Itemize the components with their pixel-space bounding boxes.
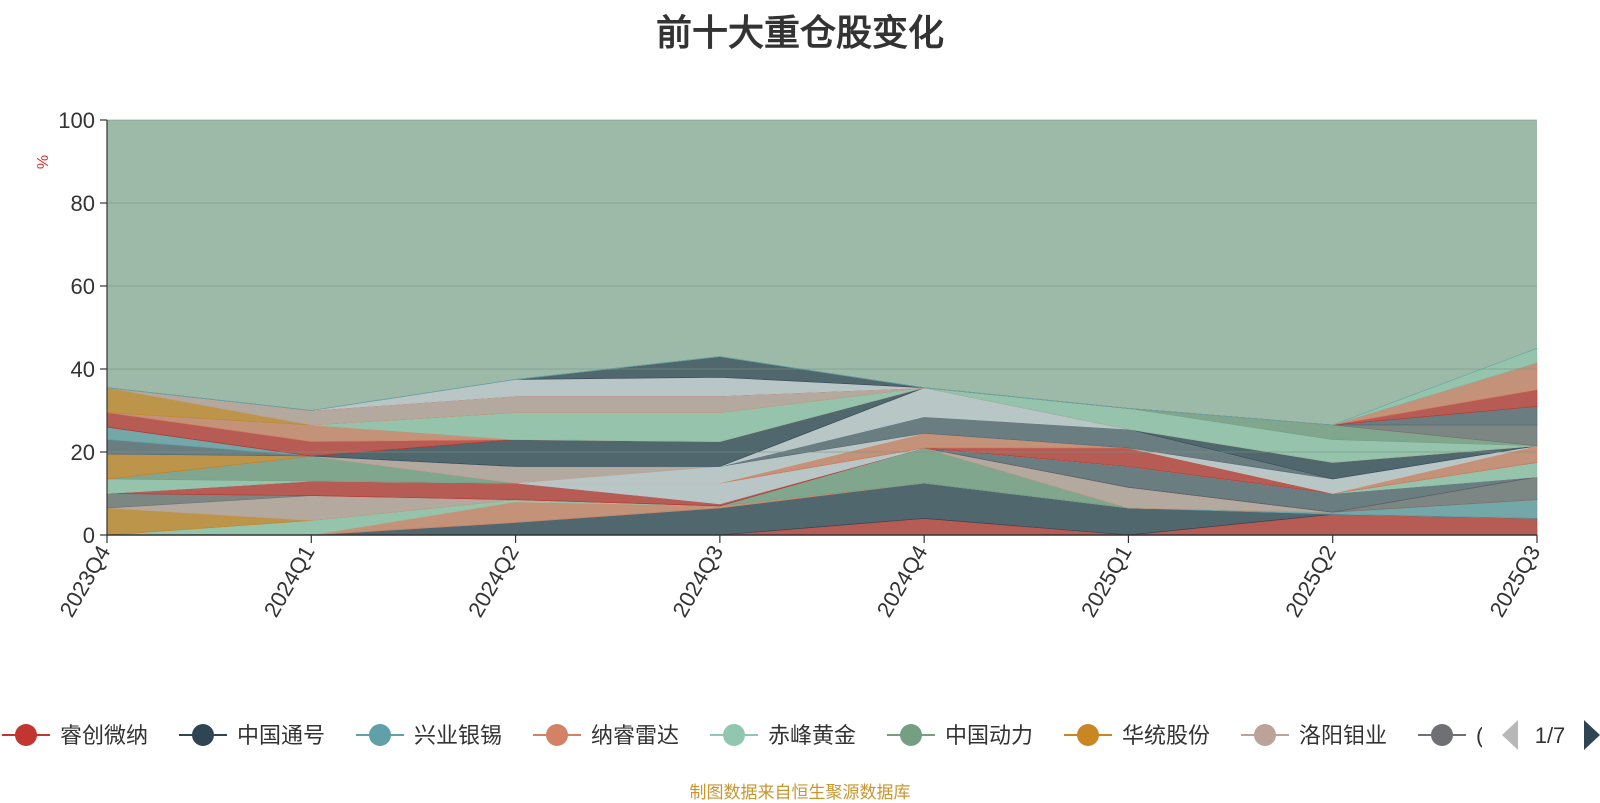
legend-marker bbox=[1077, 724, 1099, 746]
data-source-note: 制图数据来自恒生聚源数据库 bbox=[689, 783, 911, 802]
legend-item-9[interactable]: ( bbox=[1418, 723, 1484, 748]
legend-label: 兴业银锡 bbox=[414, 723, 502, 748]
legend-marker bbox=[900, 724, 922, 746]
legend-item-8[interactable]: 洛阳钼业 bbox=[1241, 723, 1387, 748]
stacked-area-bands bbox=[106, 120, 1538, 536]
legend-label: 睿创微纳 bbox=[60, 723, 148, 748]
x-tick-label: 2025Q1 bbox=[1076, 541, 1137, 621]
y-tick-label: 0 bbox=[83, 523, 95, 548]
legend-page-indicator: 1/7 bbox=[1535, 723, 1566, 748]
legend-label: 纳睿雷达 bbox=[591, 723, 679, 748]
legend-item-6[interactable]: 中国动力 bbox=[887, 723, 1033, 748]
x-tick-label: 2024Q3 bbox=[667, 541, 728, 621]
y-tick-label: 20 bbox=[71, 440, 95, 465]
legend-label: 赤峰黄金 bbox=[768, 723, 856, 748]
y-tick-label: 60 bbox=[71, 274, 95, 299]
x-tick-label: 2025Q2 bbox=[1280, 541, 1341, 621]
legend-next-icon[interactable] bbox=[1584, 720, 1600, 750]
legend-marker bbox=[192, 724, 214, 746]
x-tick-label: 2023Q4 bbox=[55, 541, 116, 621]
legend-marker bbox=[1431, 724, 1453, 746]
legend-label: 中国动力 bbox=[945, 723, 1033, 748]
legend: 睿创微纳 中国通号 兴业银锡 纳睿雷达 赤峰黄金 中国动力 华统股份 洛阳钼业 (1/7 bbox=[2, 712, 1600, 760]
legend-marker bbox=[723, 724, 745, 746]
legend-item-5[interactable]: 赤峰黄金 bbox=[710, 723, 856, 748]
legend-item-4[interactable]: 纳睿雷达 bbox=[533, 723, 679, 748]
y-tick-label: 100 bbox=[58, 108, 95, 133]
x-tick-label: 2024Q1 bbox=[259, 541, 320, 621]
legend-label: 洛阳钼业 bbox=[1299, 723, 1387, 748]
y-tick-label: 40 bbox=[71, 357, 95, 382]
legend-label: ( bbox=[1476, 723, 1484, 748]
y-axis-label: % bbox=[35, 155, 52, 169]
chart-title: 前十大重仓股变化 bbox=[655, 12, 944, 53]
legend-item-1[interactable]: 睿创微纳 bbox=[2, 723, 148, 748]
legend-label: 华统股份 bbox=[1122, 723, 1210, 748]
legend-item-7[interactable]: 华统股份 bbox=[1064, 723, 1210, 748]
legend-marker bbox=[369, 724, 391, 746]
legend-pager-bg bbox=[1482, 712, 1600, 760]
legend-marker bbox=[1254, 724, 1276, 746]
legend-marker bbox=[546, 724, 568, 746]
x-tick-label: 2024Q4 bbox=[872, 541, 933, 621]
grid-lines bbox=[107, 119, 1537, 453]
x-tick-label: 2024Q2 bbox=[463, 541, 524, 621]
legend-label: 中国通号 bbox=[237, 723, 325, 748]
legend-marker bbox=[15, 724, 37, 746]
x-tick-label: 2025Q3 bbox=[1485, 541, 1546, 621]
area-band-37 bbox=[106, 348, 1538, 426]
y-tick-label: 80 bbox=[71, 191, 95, 216]
legend-item-3[interactable]: 兴业银锡 bbox=[356, 723, 502, 748]
legend-prev-icon[interactable] bbox=[1502, 720, 1518, 750]
legend-item-2[interactable]: 中国通号 bbox=[179, 723, 325, 748]
